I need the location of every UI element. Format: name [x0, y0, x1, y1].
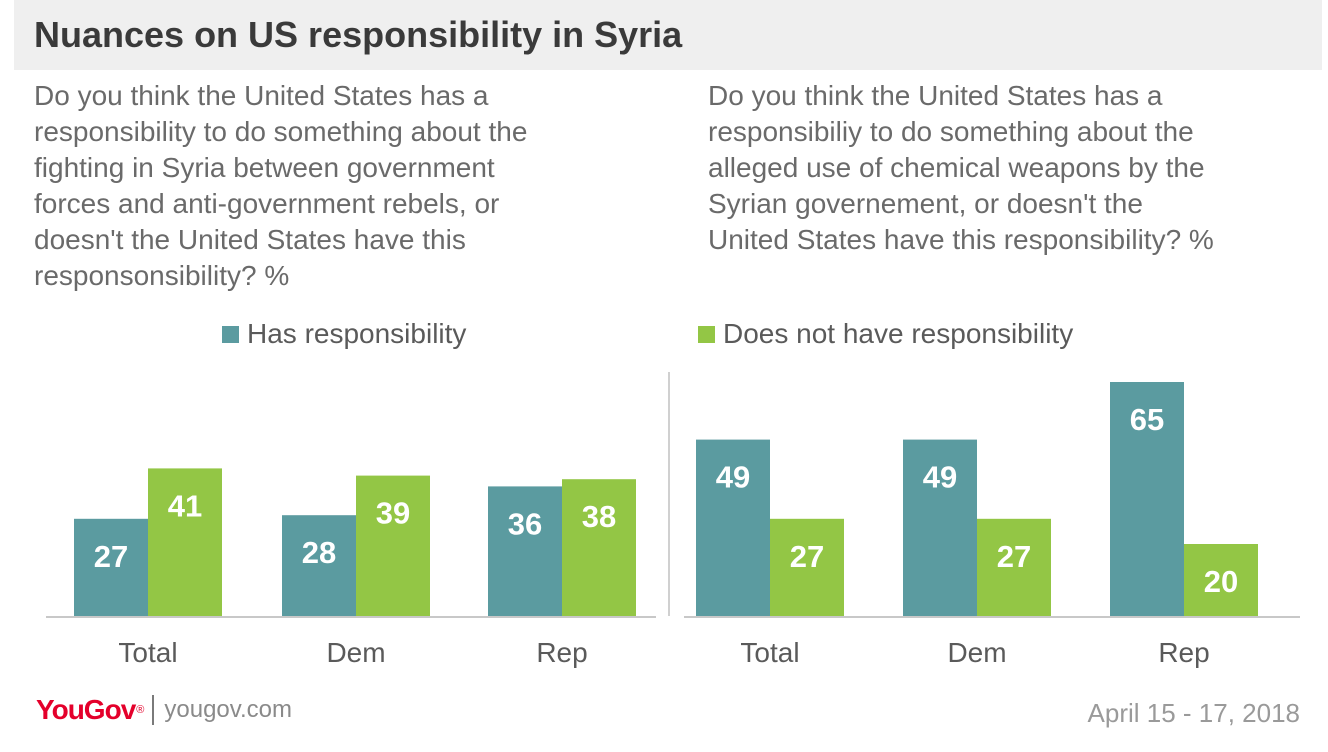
registered-mark: ®: [136, 704, 145, 716]
bar-not-rep-1: [562, 479, 636, 616]
legend-label-has: Has responsibility: [247, 318, 467, 349]
yougov-logo: YouGov: [36, 694, 136, 725]
data-label-has-rep-1: 36: [508, 506, 542, 541]
data-label-has-total-2: 49: [716, 460, 750, 495]
data-label-has-dem-1: 28: [302, 535, 336, 570]
legend-item-not: Does not have responsibility: [698, 316, 1073, 352]
title-bar: [14, 0, 1322, 70]
category-label-rep-2: Rep: [1158, 637, 1209, 668]
brand-separator: [152, 695, 155, 725]
question-left: Do you think the United States has a res…: [34, 80, 528, 291]
data-label-not-total-1: 41: [168, 488, 202, 523]
data-label-not-rep-1: 38: [582, 499, 616, 534]
question-right: Do you think the United States has a res…: [708, 80, 1214, 255]
data-label-not-rep-2: 20: [1204, 564, 1238, 599]
bar-not-dem-1: [356, 475, 430, 616]
bar-has-dem-2: [903, 439, 977, 616]
bar-has-dem-1: [282, 515, 356, 616]
data-label-has-total-1: 27: [94, 539, 128, 574]
bar-has-rep-1: [488, 486, 562, 616]
legend-swatch-has: [222, 325, 239, 343]
legend-label-not: Does not have responsibility: [723, 318, 1074, 349]
category-label-dem-2: Dem: [947, 637, 1006, 668]
data-label-has-dem-2: 49: [923, 460, 957, 495]
category-label-rep-1: Rep: [536, 637, 587, 668]
data-label-not-total-2: 27: [790, 539, 824, 574]
chart-title: Nuances on US responsibility in Syria: [34, 14, 683, 55]
bar-has-total-1: [74, 518, 148, 616]
data-label-not-dem-1: 39: [376, 496, 410, 531]
bar-not-rep-2: [1184, 544, 1258, 616]
category-label-total-2: Total: [740, 637, 799, 668]
data-label-not-dem-2: 27: [997, 539, 1031, 574]
bar-not-dem-2: [977, 518, 1051, 616]
footer-date: April 15 - 17, 2018: [1087, 698, 1300, 728]
category-label-total-1: Total: [118, 637, 177, 668]
bar-has-rep-2: [1110, 382, 1184, 616]
bar-has-total-2: [696, 439, 770, 616]
bar-not-total-1: [148, 468, 222, 616]
bar-not-total-2: [770, 518, 844, 616]
legend-swatch-not: [698, 325, 715, 343]
legend-item-has: Has responsibility: [222, 316, 466, 352]
footer-site: yougov.com: [164, 696, 292, 723]
footer-brand: YouGov ® yougov.com: [36, 694, 292, 726]
category-label-dem-1: Dem: [326, 637, 385, 668]
data-label-has-rep-2: 65: [1130, 402, 1164, 437]
